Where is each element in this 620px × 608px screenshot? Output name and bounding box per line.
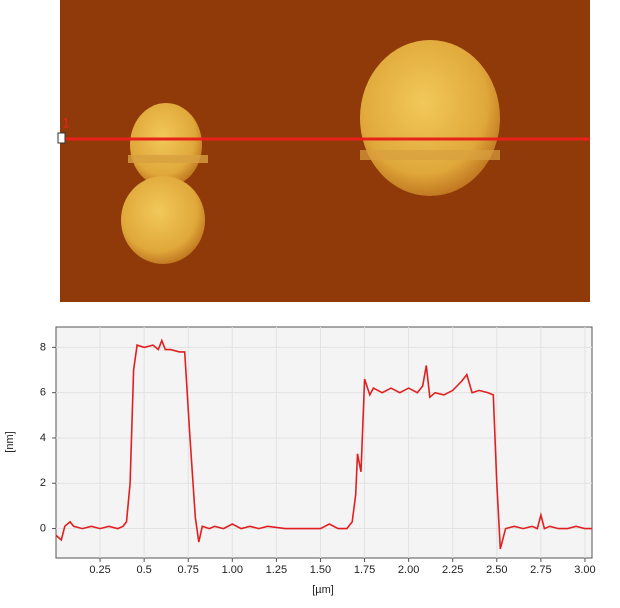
y-tick-label: 6 (40, 387, 46, 399)
scan-artifact (128, 155, 208, 163)
afm-image: 1 (57, 0, 590, 302)
x-tick-label: 1.50 (310, 564, 331, 576)
x-tick-label: 1.75 (354, 564, 375, 576)
x-axis-label: [µm] (312, 584, 334, 596)
x-tick-label: 0.75 (178, 564, 199, 576)
particle (121, 176, 205, 264)
y-tick-label: 2 (40, 477, 46, 489)
line-label: 1 (62, 115, 70, 131)
profile-chart: 0.25 0.5 0.75 1.00 1.25 1.50 1.75 2.00 2.25 2.50 2… (40, 326, 596, 576)
y-axis-label: [nm] (4, 431, 16, 452)
particle (130, 103, 202, 187)
y-tick-label: 0 (40, 522, 46, 534)
plot-area (55, 326, 593, 559)
x-tick-label: 1.00 (222, 564, 243, 576)
x-tick-label: 2.25 (442, 564, 463, 576)
x-tick-label: 0.5 (137, 564, 152, 576)
x-tick-label: 0.25 (89, 564, 110, 576)
scan-artifact (360, 150, 500, 160)
y-tick-label: 8 (40, 341, 46, 353)
x-tick-label: 2.00 (398, 564, 419, 576)
x-tick-label: 3.00 (574, 564, 595, 576)
y-tick-label: 4 (40, 432, 46, 444)
particle (360, 40, 500, 196)
profile-curve (55, 338, 592, 550)
line-handle[interactable] (57, 132, 66, 144)
x-tick-label: 2.50 (486, 564, 507, 576)
x-tick-label: 1.25 (266, 564, 287, 576)
x-tick-label: 2.75 (530, 564, 551, 576)
